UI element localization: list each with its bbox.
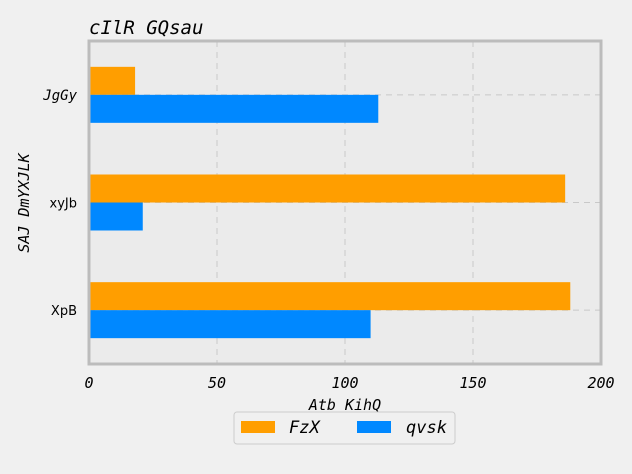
legend-items: FzX qvsk [241,418,447,438]
legend-label: FzX [289,418,321,438]
bar-qvsk-xyJb [89,202,143,231]
x-tick-label: 0 [84,374,93,392]
y-tick-label: JgGy [42,88,77,104]
y-tick-label: XpB [51,304,77,319]
x-tick-labels: 0 50 100 150 200 [84,374,614,392]
bar-qvsk-XpB [89,310,371,339]
bar-FzX-xyJb [89,174,566,203]
legend: FzX qvsk [233,411,456,445]
plot-frame [87,39,603,366]
legend-box [233,411,456,445]
legend-swatch [241,421,275,433]
legend-swatch [357,421,391,433]
bar-FzX-JgGy [89,66,136,95]
x-tick-label: 50 [208,374,226,392]
y-axis-label: SAJ DmYXJLK [15,152,33,252]
legend-label: qvsk [406,418,447,438]
x-axis-label: Atb KihQ [308,396,381,414]
x-tick-label: 100 [331,374,358,392]
x-tick-label: 150 [459,374,486,392]
x-tick-label: 200 [587,374,614,392]
y-tick-label: xyJb [50,197,77,212]
bar-qvsk-JgGy [89,94,379,123]
bars [89,66,571,339]
chart-title: cIlR GQsau [89,17,203,39]
y-tick-labels: XpB xyJb JgGy [42,88,77,319]
bar-FzX-XpB [89,282,571,311]
